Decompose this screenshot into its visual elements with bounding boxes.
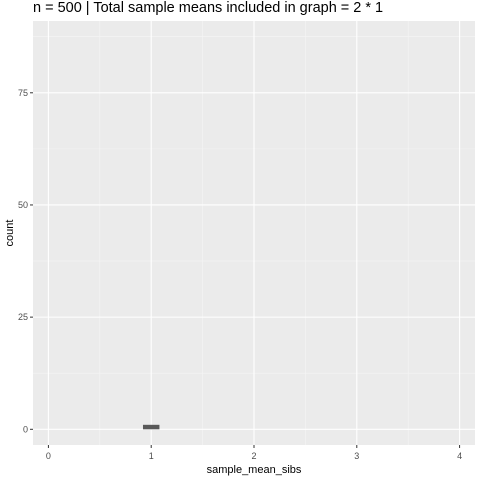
x-tick-label: 4	[457, 451, 462, 461]
y-tick-label: 25	[18, 312, 28, 322]
x-tick-label: 0	[46, 451, 51, 461]
y-tick-label: 50	[18, 200, 28, 210]
x-tick-label: 1	[149, 451, 154, 461]
x-tick-label: 2	[251, 451, 256, 461]
y-tick-label: 75	[18, 88, 28, 98]
histogram-bar	[142, 424, 160, 430]
y-axis-title: count	[4, 220, 16, 247]
chart-title: n = 500 | Total sample means included in…	[33, 0, 384, 16]
y-tick-label: 0	[23, 424, 28, 434]
x-tick-label: 3	[354, 451, 359, 461]
x-axis-title: sample_mean_sibs	[207, 464, 302, 476]
